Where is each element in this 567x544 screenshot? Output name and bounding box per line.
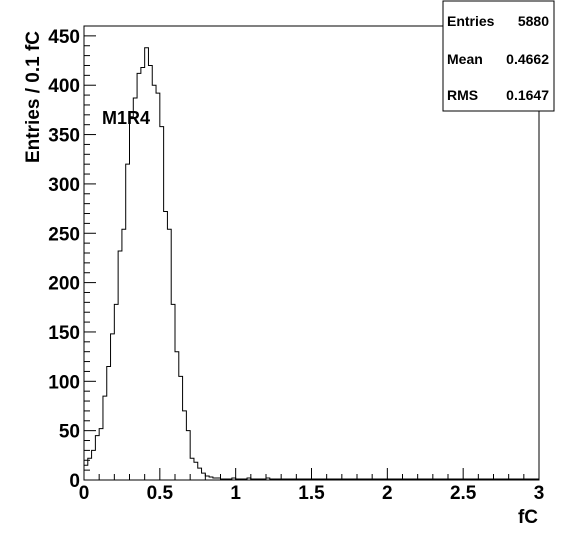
stats-mean-value: 0.4662 [506, 51, 549, 67]
tick-labels: 0 0.5 1 1.5 2 2.5 3 0 50 100 150 200 250 300 350 400 450 [48, 27, 544, 504]
y-tick-label: 50 [59, 422, 80, 443]
stats-box-frame [442, 0, 555, 112]
histogram-outline [83, 47, 540, 480]
x-tick-label: 2.5 [450, 483, 477, 504]
y-tick-label: 350 [48, 126, 80, 147]
x-tick-label: 0 [79, 483, 90, 504]
x-tick-label: 1 [230, 483, 241, 504]
x-tick-label: 2 [382, 483, 393, 504]
stats-box: Entries 5880 Mean 0.4662 RMS 0.1647 [442, 0, 555, 112]
y-tick-label: 100 [48, 372, 80, 393]
histogram-label: M1R4 [102, 108, 150, 128]
y-tick-label: 150 [48, 323, 80, 344]
y-tick-label: 200 [48, 274, 80, 295]
y-axis-title: Entries / 0.1 fC [23, 31, 44, 163]
stats-entries-label: Entries [447, 13, 495, 29]
plot-frame [83, 25, 540, 481]
y-tick-label: 0 [69, 471, 80, 492]
y-tick-label: 450 [48, 27, 80, 48]
stats-rms-value: 0.1647 [506, 87, 549, 103]
axis-ticks [83, 25, 540, 481]
y-tick-label: 300 [48, 175, 80, 196]
y-tick-label: 250 [48, 224, 80, 245]
x-tick-label: 0.5 [147, 483, 174, 504]
x-axis-title: fC [518, 507, 538, 528]
stats-rms-label: RMS [447, 87, 478, 103]
y-tick-label: 400 [48, 76, 80, 97]
stats-mean-label: Mean [447, 51, 483, 67]
stats-entries-value: 5880 [518, 13, 549, 29]
x-tick-label: 1.5 [298, 483, 325, 504]
x-tick-label: 3 [534, 483, 545, 504]
